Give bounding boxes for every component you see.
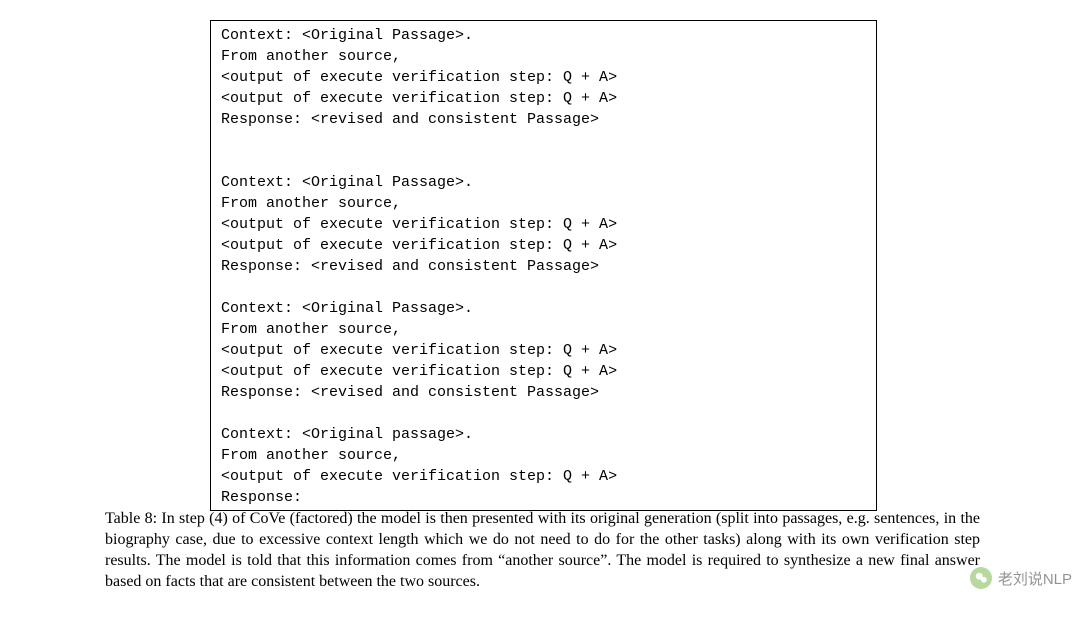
wechat-icon	[970, 567, 992, 589]
prompt-template-code-box: Context: <Original Passage>. From anothe…	[210, 20, 877, 511]
watermark: 老刘说NLP	[970, 567, 1072, 589]
page-root: Context: <Original Passage>. From anothe…	[0, 0, 1080, 633]
caption-text: In step (4) of CoVe (factored) the model…	[105, 510, 980, 590]
caption-label: Table 8:	[105, 510, 157, 527]
watermark-text: 老刘说NLP	[998, 568, 1072, 589]
table-caption: Table 8: In step (4) of CoVe (factored) …	[105, 508, 980, 592]
